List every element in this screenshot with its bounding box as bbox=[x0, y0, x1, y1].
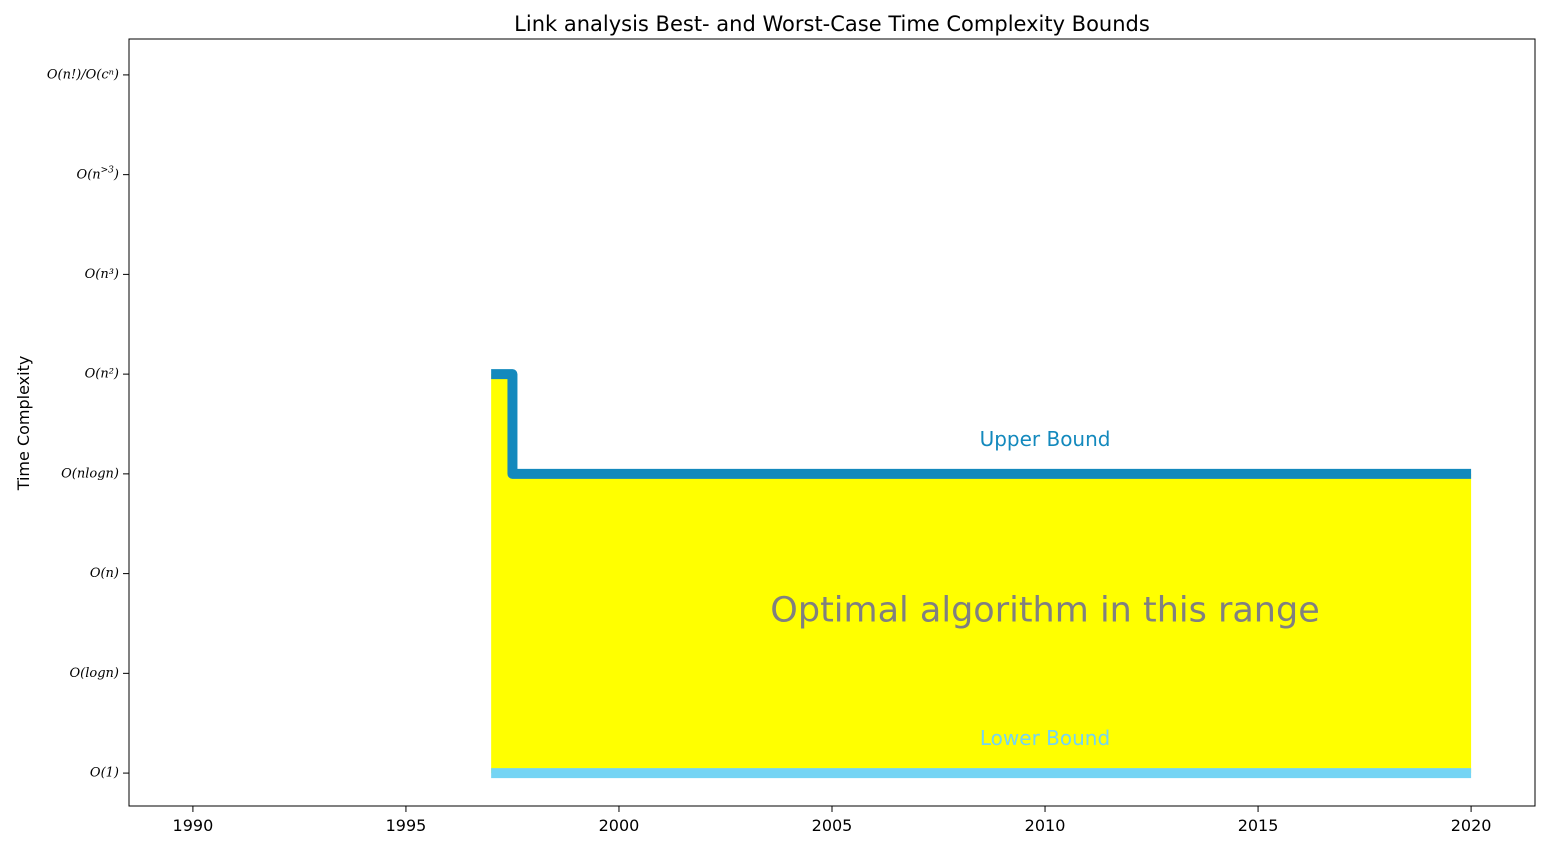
upper-bound-label: Upper Bound bbox=[980, 427, 1111, 451]
upper-bound-line bbox=[491, 369, 1472, 479]
y-tick-label: O(n) bbox=[90, 566, 119, 581]
x-axis: 1990 1995 2000 2005 2010 2015 2020 bbox=[173, 806, 1492, 835]
chart-title: Link analysis Best- and Worst-Case Time … bbox=[514, 12, 1150, 36]
x-tick-label: 2005 bbox=[812, 816, 853, 835]
y-tick-label: O(1) bbox=[90, 766, 119, 781]
x-tick-label: 1990 bbox=[173, 816, 214, 835]
y-tick-label: O(nlogn) bbox=[61, 466, 119, 481]
x-tick-label: 2020 bbox=[1451, 816, 1492, 835]
y-axis: O(1) O(logn) O(n) O(nlogn) O(n²) O(n³) O(n>3) O… bbox=[47, 67, 129, 781]
x-tick-label: 2010 bbox=[1025, 816, 1066, 835]
lower-bound-label: Lower Bound bbox=[980, 726, 1110, 750]
x-tick-label: 1995 bbox=[386, 816, 427, 835]
x-tick-label: 2000 bbox=[599, 816, 640, 835]
y-tick-label: O(logn) bbox=[70, 666, 119, 681]
y-axis-label: Time Complexity bbox=[14, 356, 33, 492]
y-tick-label: O(n²) bbox=[85, 367, 119, 382]
x-tick-label: 2015 bbox=[1238, 816, 1279, 835]
y-tick-label: O(n!)/O(cⁿ) bbox=[47, 67, 119, 82]
y-tick-label: O(n³) bbox=[85, 267, 119, 282]
optimal-range-annotation: Optimal algorithm in this range bbox=[770, 591, 1319, 631]
y-tick-label: O(n>3) bbox=[77, 165, 119, 182]
